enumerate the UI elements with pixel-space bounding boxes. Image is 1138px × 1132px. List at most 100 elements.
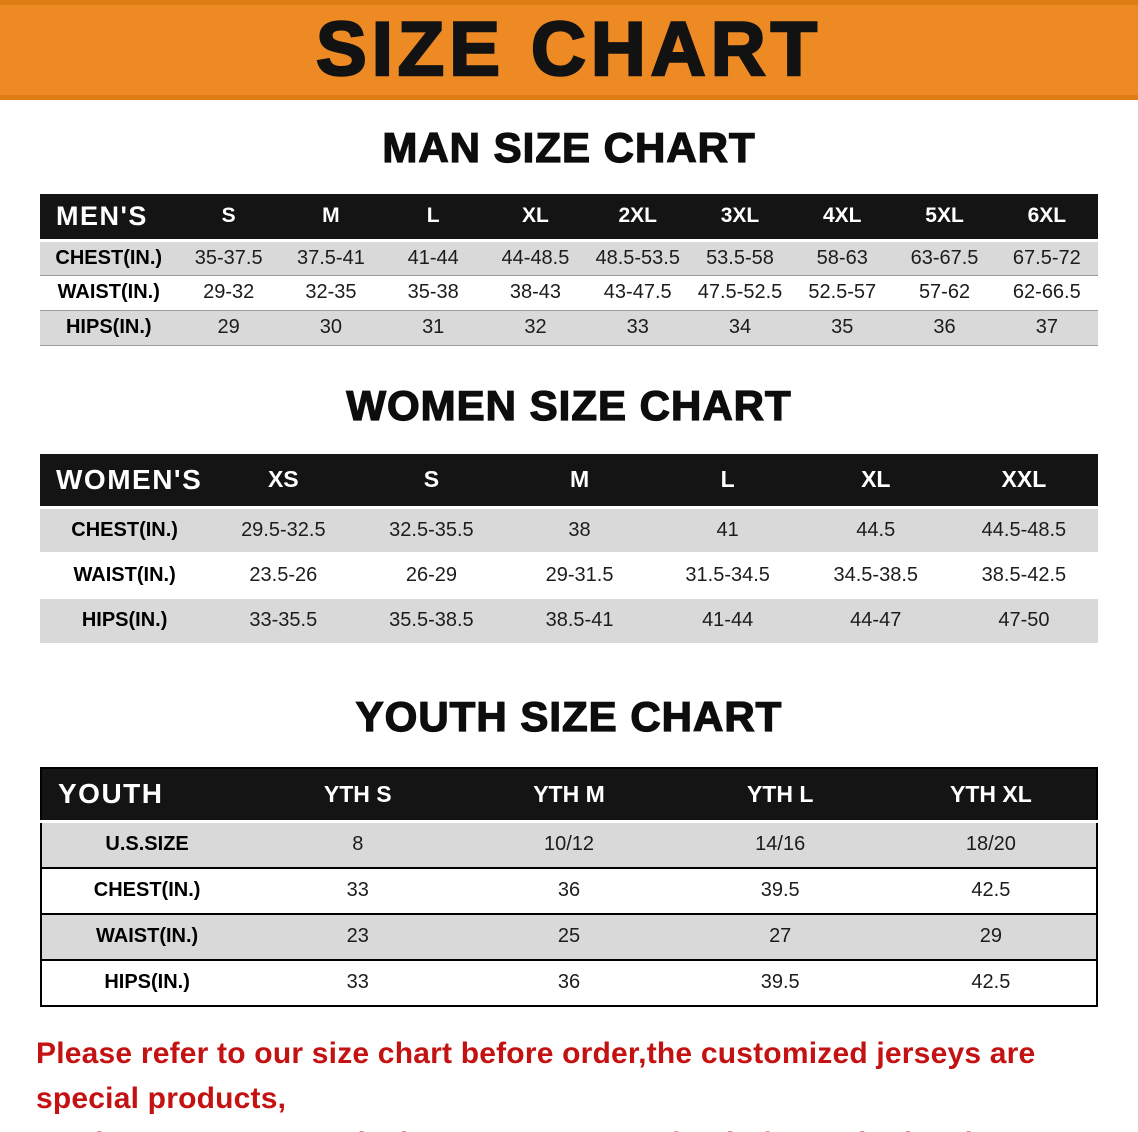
men-waist-in-s-value: 29-32 <box>177 274 280 310</box>
women-row-chest-in: CHEST(IN.) 29.5-32.5 32.5-35.5 38 41 44.5 44.5… <box>40 506 1098 553</box>
men-hips-in-6xl-value: 37 <box>995 309 1098 346</box>
men-size-table: MEN'S S M L XL 2XL 3XL 4XL 5XL 6XL CHEST(IN.) 35-37… <box>40 194 1098 346</box>
men-chest-in-m-value: 37.5-41 <box>279 239 383 275</box>
women-hips-in-m-value: 38.5-41 <box>505 596 654 643</box>
men-row-hips-in: HIPS(IN.) 29 30 31 32 33 34 35 36 37 <box>40 309 1098 346</box>
men-hips-in-m-value: 30 <box>279 309 383 346</box>
youth-row-u-s-size: U.S.SIZE 8 10/12 14/16 18/20 <box>41 820 1097 868</box>
men-chest-in-5xl-value: 63-67.5 <box>893 239 996 275</box>
youth-waist-in-yth-xl-value: 29 <box>885 912 1097 960</box>
youth-corner-label: YOUTH <box>41 767 253 823</box>
section-men: MAN SIZE CHART MEN'S S M L XL 2XL 3XL 4XL 5XL 6XL C… <box>0 123 1138 346</box>
men-row-label-hips-in: HIPS(IN.) <box>40 309 178 346</box>
youth-row-label-chest-in: CHEST(IN.) <box>41 866 253 914</box>
youth-u-s-size-yth-l-value: 14/16 <box>674 820 886 868</box>
men-waist-in-2xl-value: 43-47.5 <box>586 274 689 310</box>
men-waist-in-m-value: 32-35 <box>279 274 383 310</box>
men-hips-in-s-value: 29 <box>177 309 280 346</box>
men-col-header-xl: XL <box>484 194 587 242</box>
women-col-header-xxl: XXL <box>949 453 1098 509</box>
men-chest-in-l-value: 41-44 <box>382 239 485 275</box>
youth-col-header-yth-l: YTH L <box>674 767 886 823</box>
women-chest-in-xs-value: 29.5-32.5 <box>209 506 358 553</box>
women-waist-in-xs-value: 23.5-26 <box>209 551 358 598</box>
men-waist-in-xl-value: 38-43 <box>484 274 587 310</box>
youth-row-hips-in: HIPS(IN.) 33 36 39.5 42.5 <box>41 958 1097 1006</box>
women-waist-in-l-value: 31.5-34.5 <box>653 551 802 598</box>
men-row-label-chest-in: CHEST(IN.) <box>40 239 178 275</box>
men-chest-in-4xl-value: 58-63 <box>791 239 894 275</box>
youth-row-waist-in: WAIST(IN.) 23 25 27 29 <box>41 912 1097 960</box>
women-row-label-waist-in: WAIST(IN.) <box>40 551 210 598</box>
men-hips-in-4xl-value: 35 <box>791 309 894 346</box>
youth-col-header-yth-m: YTH M <box>463 767 675 823</box>
youth-hips-in-yth-s-value: 33 <box>252 958 464 1006</box>
size-chart-banner: SIZE CHART <box>0 0 1138 100</box>
disclaimer-line-2: we don't accept cancel, change, teturn o… <box>36 1121 1108 1132</box>
youth-row-label-waist-in: WAIST(IN.) <box>41 912 253 960</box>
men-waist-in-5xl-value: 57-62 <box>893 274 996 310</box>
disclaimer-line-1: Please refer to our size chart before or… <box>36 1036 1036 1115</box>
men-chest-in-2xl-value: 48.5-53.5 <box>586 239 689 275</box>
youth-u-s-size-yth-m-value: 10/12 <box>463 820 675 868</box>
youth-waist-in-yth-m-value: 25 <box>463 912 675 960</box>
men-col-header-5xl: 5XL <box>893 194 996 242</box>
women-waist-in-m-value: 29-31.5 <box>505 551 654 598</box>
men-col-header-6xl: 6XL <box>995 194 1098 242</box>
women-hips-in-s-value: 35.5-38.5 <box>357 596 506 643</box>
women-hips-in-xxl-value: 47-50 <box>949 596 1098 643</box>
youth-waist-in-yth-s-value: 23 <box>252 912 464 960</box>
youth-col-header-yth-s: YTH S <box>252 767 464 823</box>
men-row-chest-in: CHEST(IN.) 35-37.5 37.5-41 41-44 44-48.5 48.5… <box>40 239 1098 275</box>
women-chest-in-xl-value: 44.5 <box>801 506 950 553</box>
men-size-chart-heading: MAN SIZE CHART <box>382 123 756 171</box>
youth-waist-in-yth-l-value: 27 <box>674 912 886 960</box>
youth-hips-in-yth-m-value: 36 <box>463 958 675 1006</box>
women-row-label-hips-in: HIPS(IN.) <box>40 596 210 643</box>
men-chest-in-xl-value: 44-48.5 <box>484 239 587 275</box>
women-hips-in-xs-value: 33-35.5 <box>209 596 358 643</box>
women-col-header-l: L <box>653 453 802 509</box>
women-size-chart-heading: WOMEN SIZE CHART <box>346 381 792 429</box>
women-size-table: WOMEN'S XS S M L XL XXL CHEST(IN.) 29.5-32.5 32.5… <box>40 453 1098 643</box>
youth-chest-in-yth-s-value: 33 <box>252 866 464 914</box>
men-waist-in-4xl-value: 52.5-57 <box>791 274 894 310</box>
section-youth: YOUTH SIZE CHART YOUTH YTH S YTH M YTH L YTH … <box>0 692 1138 1007</box>
women-chest-in-l-value: 41 <box>653 506 802 553</box>
men-hips-in-2xl-value: 33 <box>586 309 689 346</box>
page-title: SIZE CHART <box>315 7 822 92</box>
men-waist-in-6xl-value: 62-66.5 <box>995 274 1098 310</box>
men-col-header-4xl: 4XL <box>791 194 894 242</box>
women-chest-in-s-value: 32.5-35.5 <box>357 506 506 553</box>
men-hips-in-l-value: 31 <box>382 309 485 346</box>
youth-row-chest-in: CHEST(IN.) 33 36 39.5 42.5 <box>41 866 1097 914</box>
men-chest-in-3xl-value: 53.5-58 <box>688 239 792 275</box>
women-row-hips-in: HIPS(IN.) 33-35.5 35.5-38.5 38.5-41 41-44 44-… <box>40 596 1098 643</box>
youth-chest-in-yth-l-value: 39.5 <box>674 866 886 914</box>
men-hips-in-3xl-value: 34 <box>688 309 792 346</box>
men-col-header-l: L <box>382 194 485 242</box>
women-col-header-xl: XL <box>801 453 950 509</box>
youth-hips-in-yth-l-value: 39.5 <box>674 958 886 1006</box>
women-row-waist-in: WAIST(IN.) 23.5-26 26-29 29-31.5 31.5-34.5 34… <box>40 551 1098 598</box>
women-waist-in-s-value: 26-29 <box>357 551 506 598</box>
youth-u-s-size-yth-s-value: 8 <box>252 820 464 868</box>
women-header-row: WOMEN'S XS S M L XL XXL <box>40 453 1098 509</box>
men-chest-in-s-value: 35-37.5 <box>177 239 280 275</box>
men-hips-in-xl-value: 32 <box>484 309 587 346</box>
size-chart-sections: MAN SIZE CHART MEN'S S M L XL 2XL 3XL 4XL 5XL 6XL C… <box>0 123 1138 1007</box>
women-col-header-xs: XS <box>209 453 358 509</box>
men-row-waist-in: WAIST(IN.) 29-32 32-35 35-38 38-43 43-47.5 47.… <box>40 274 1098 310</box>
women-col-header-s: S <box>357 453 506 509</box>
youth-size-table: YOUTH YTH S YTH M YTH L YTH XL U.S.SIZE 8 10/12… <box>40 766 1098 1007</box>
youth-col-header-yth-xl: YTH XL <box>885 767 1097 823</box>
women-hips-in-xl-value: 44-47 <box>801 596 950 643</box>
men-waist-in-l-value: 35-38 <box>382 274 485 310</box>
women-hips-in-l-value: 41-44 <box>653 596 802 643</box>
section-women: WOMEN SIZE CHART WOMEN'S XS S M L XL XXL CHEST(I… <box>0 381 1138 643</box>
youth-size-chart-heading: YOUTH SIZE CHART <box>355 692 783 740</box>
youth-row-label-u-s-size: U.S.SIZE <box>41 820 253 868</box>
women-row-label-chest-in: CHEST(IN.) <box>40 506 210 553</box>
youth-chest-in-yth-m-value: 36 <box>463 866 675 914</box>
men-corner-label: MEN'S <box>40 194 178 242</box>
